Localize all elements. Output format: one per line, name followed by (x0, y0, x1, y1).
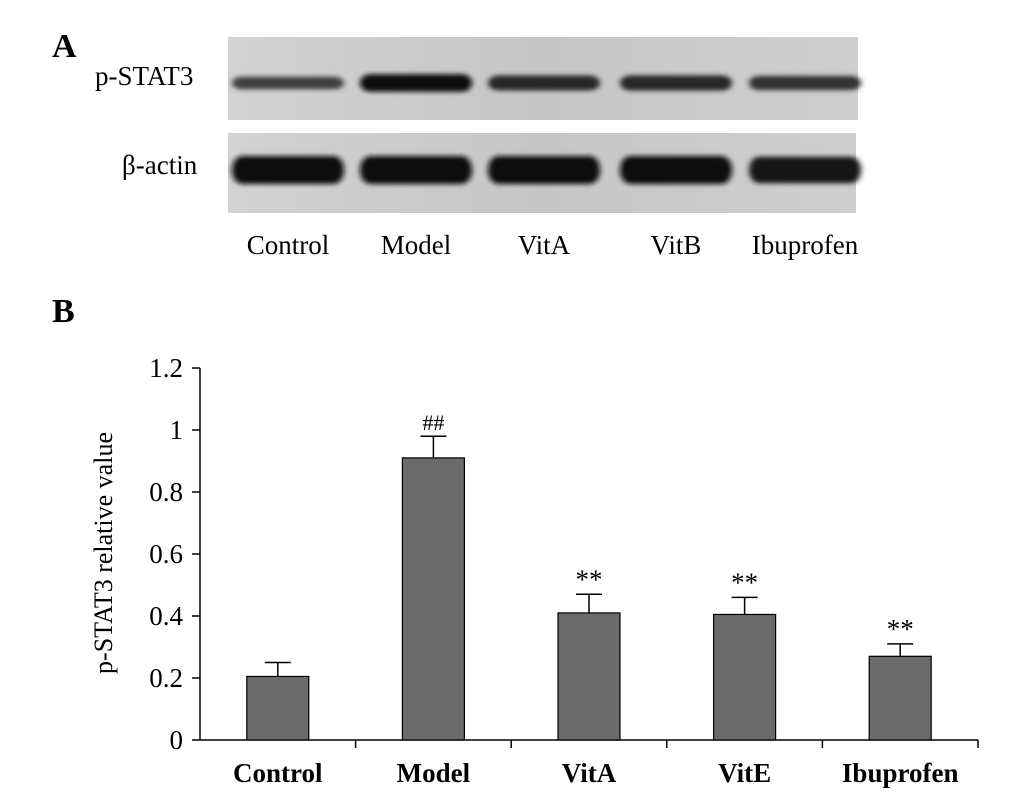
y-tick-label: 1.2 (149, 353, 183, 383)
bar (712, 613, 777, 741)
lane-label-ibuprofen: Ibuprofen (751, 230, 859, 260)
x-tick-label: VitA (562, 758, 617, 788)
y-tick-label: 0.2 (149, 663, 183, 693)
bar (246, 675, 310, 741)
blot-band (749, 156, 861, 184)
x-tick-label: Ibuprofen (842, 758, 959, 788)
blot-band (232, 156, 344, 184)
blot-band (620, 75, 732, 91)
bar (557, 612, 621, 741)
row-label-pstat3: p-STAT3 (95, 61, 194, 91)
x-tick-label: VitE (718, 758, 771, 788)
blot-band (749, 75, 861, 91)
significance-label: ## (422, 410, 444, 435)
bands-pstat3 (232, 74, 861, 92)
blot-band (488, 156, 600, 184)
lane-label-model: Model (380, 230, 452, 260)
blot-band (488, 75, 600, 91)
bar (868, 655, 932, 741)
panel-a-label: A (52, 28, 77, 65)
significance-label: ** (731, 567, 758, 597)
panel-b-label: B (52, 293, 75, 330)
bar (401, 457, 465, 741)
lane-label-vita: VitA (517, 230, 571, 260)
blot-band (360, 74, 472, 92)
significance-label: ** (887, 614, 914, 644)
x-tick-label: Model (397, 758, 471, 788)
x-tick-label: Control (233, 758, 323, 788)
y-tick-label: 0 (170, 725, 184, 755)
row-label-beta-actin: β-actin (122, 150, 198, 180)
blot-band (620, 156, 732, 184)
bands-beta-actin (232, 156, 861, 184)
y-tick-label: 0.6 (149, 539, 183, 569)
blot-band (232, 76, 344, 90)
lane-label-control: Control (246, 230, 330, 260)
western-blot (228, 37, 861, 213)
y-tick-label: 0.4 (149, 601, 183, 631)
significance-label: ** (576, 564, 603, 594)
y-tick-label: 1 (170, 415, 184, 445)
lane-label-vitb: VitB (650, 230, 702, 260)
y-axis-label: p-STAT3 relative value (89, 432, 118, 674)
blot-band (360, 156, 472, 184)
y-tick-label: 0.8 (149, 477, 183, 507)
